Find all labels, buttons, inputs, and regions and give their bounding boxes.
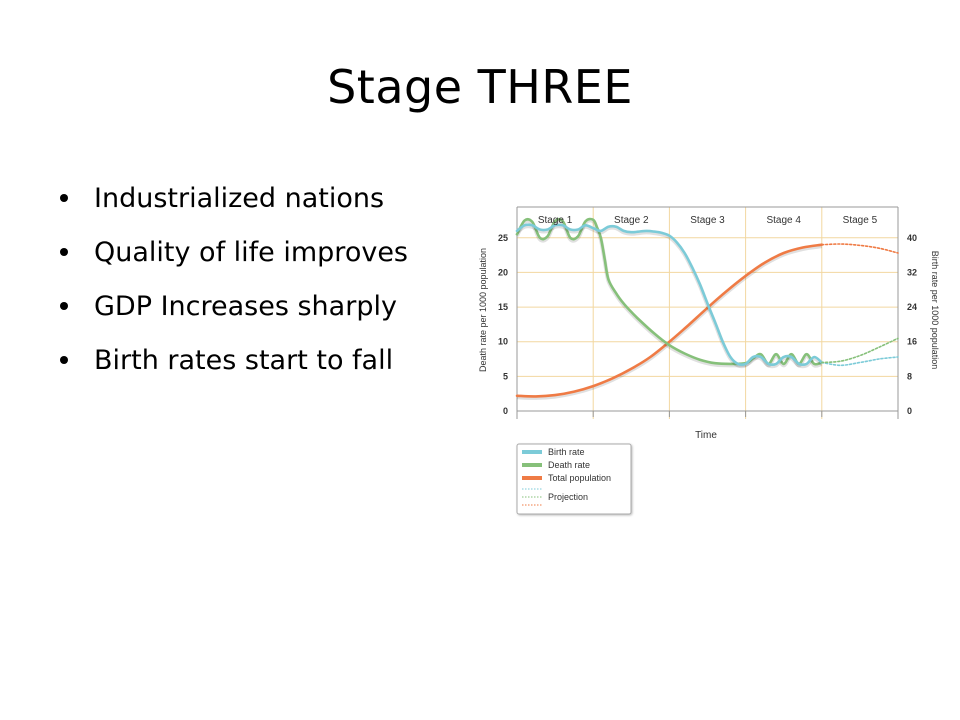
legend-label: Birth rate — [548, 447, 585, 457]
series-line-total-population-projection — [821, 243, 899, 254]
legend-box — [516, 443, 632, 515]
series-layer — [515, 217, 899, 400]
bullet-item: Industrialized nations — [58, 172, 408, 226]
bullet-item: Birth rates start to fall — [58, 334, 408, 388]
bullet-dot — [60, 302, 68, 310]
y-tick-label-right: 8 — [907, 371, 912, 381]
series-line-birth-rate — [515, 223, 824, 367]
stage-label: Stage 4 — [766, 215, 801, 226]
y-tick-label-left: 10 — [498, 337, 508, 347]
bullet-text: Industrialized nations — [94, 183, 385, 214]
legend-label: Projection — [548, 492, 588, 502]
legend-label: Total population — [548, 473, 611, 483]
bullet-dot — [60, 248, 68, 256]
stage-label: Stage 1 — [538, 215, 573, 226]
y-tick-label-right: 40 — [907, 233, 917, 243]
y-tick-label-left: 20 — [498, 267, 508, 277]
bullet-list: Industrialized nations Quality of life i… — [58, 172, 408, 388]
bullet-text: Birth rates start to fall — [94, 345, 394, 376]
stage-label: Stage 2 — [614, 215, 649, 226]
x-axis-label: Time — [695, 430, 717, 441]
labels-layer: Stage 1 Stage 2 Stage 3 Stage 4 Stage 5 0 5 10 1… — [498, 215, 917, 416]
demographic-transition-chart: Stage 1 Stage 2 Stage 3 Stage 4 Stage 5 0 5 10 1… — [478, 206, 940, 515]
y-tick-label-left: 5 — [503, 371, 508, 381]
bullet-dot — [60, 356, 68, 364]
stage-label: Stage 3 — [690, 215, 725, 226]
legend-label: Death rate — [548, 460, 590, 470]
y-tick-label-left: 25 — [498, 233, 508, 243]
y-tick-label-right: 16 — [907, 337, 917, 347]
stage-label: Stage 5 — [843, 215, 878, 226]
slide-title: Stage THREE — [327, 60, 633, 114]
bullet-item: Quality of life improves — [58, 226, 408, 280]
axes-layer — [516, 206, 899, 417]
series-line-total-population — [515, 243, 824, 398]
y-tick-label-right: 0 — [907, 406, 912, 416]
series-line-death-rate — [515, 217, 824, 366]
y-tick-label-right: 32 — [907, 267, 917, 277]
grid-layer — [516, 207, 899, 419]
bullet-text: GDP Increases sharply — [94, 291, 397, 322]
y-axis-label-right: Birth rate per 1000 population — [930, 251, 940, 370]
y-tick-label-left: 15 — [498, 302, 508, 312]
bullet-dot — [60, 194, 68, 202]
legend: Birth rate Death rate Total population P… — [516, 443, 632, 515]
bullet-text: Quality of life improves — [94, 237, 408, 268]
y-tick-label-left: 0 — [503, 406, 508, 416]
y-tick-label-right: 24 — [907, 302, 917, 312]
series-line-birth-rate-projection — [821, 356, 899, 367]
y-axis-label-left: Death rate per 1000 population — [478, 248, 488, 372]
bullet-item: GDP Increases sharply — [58, 280, 408, 334]
series-line-death-rate-projection — [821, 337, 899, 364]
